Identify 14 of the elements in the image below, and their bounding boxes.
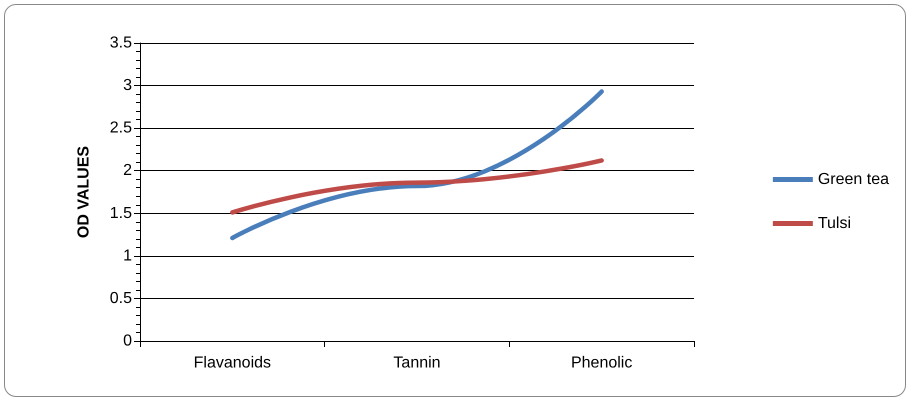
y-tick-label: 1 xyxy=(123,247,132,264)
y-tick-label: 3.5 xyxy=(110,34,132,52)
y-tick-label: 1.5 xyxy=(110,204,132,222)
x-tick-label: Tannin xyxy=(393,354,441,372)
y-tick-label: 0.5 xyxy=(110,290,132,307)
legend-label: Green tea xyxy=(818,171,890,188)
x-tick-label: Phenolic xyxy=(570,354,632,372)
y-tick-label: 0 xyxy=(123,332,132,350)
y-tick-label: 2.5 xyxy=(110,120,132,137)
y-tick-label: 2 xyxy=(123,162,132,180)
x-tick-label: Flavanoids xyxy=(194,354,272,372)
y-axis-title: OD VALUES xyxy=(76,146,92,238)
y-tick-label: 3 xyxy=(123,77,132,94)
legend-label: Tulsi xyxy=(818,215,852,232)
